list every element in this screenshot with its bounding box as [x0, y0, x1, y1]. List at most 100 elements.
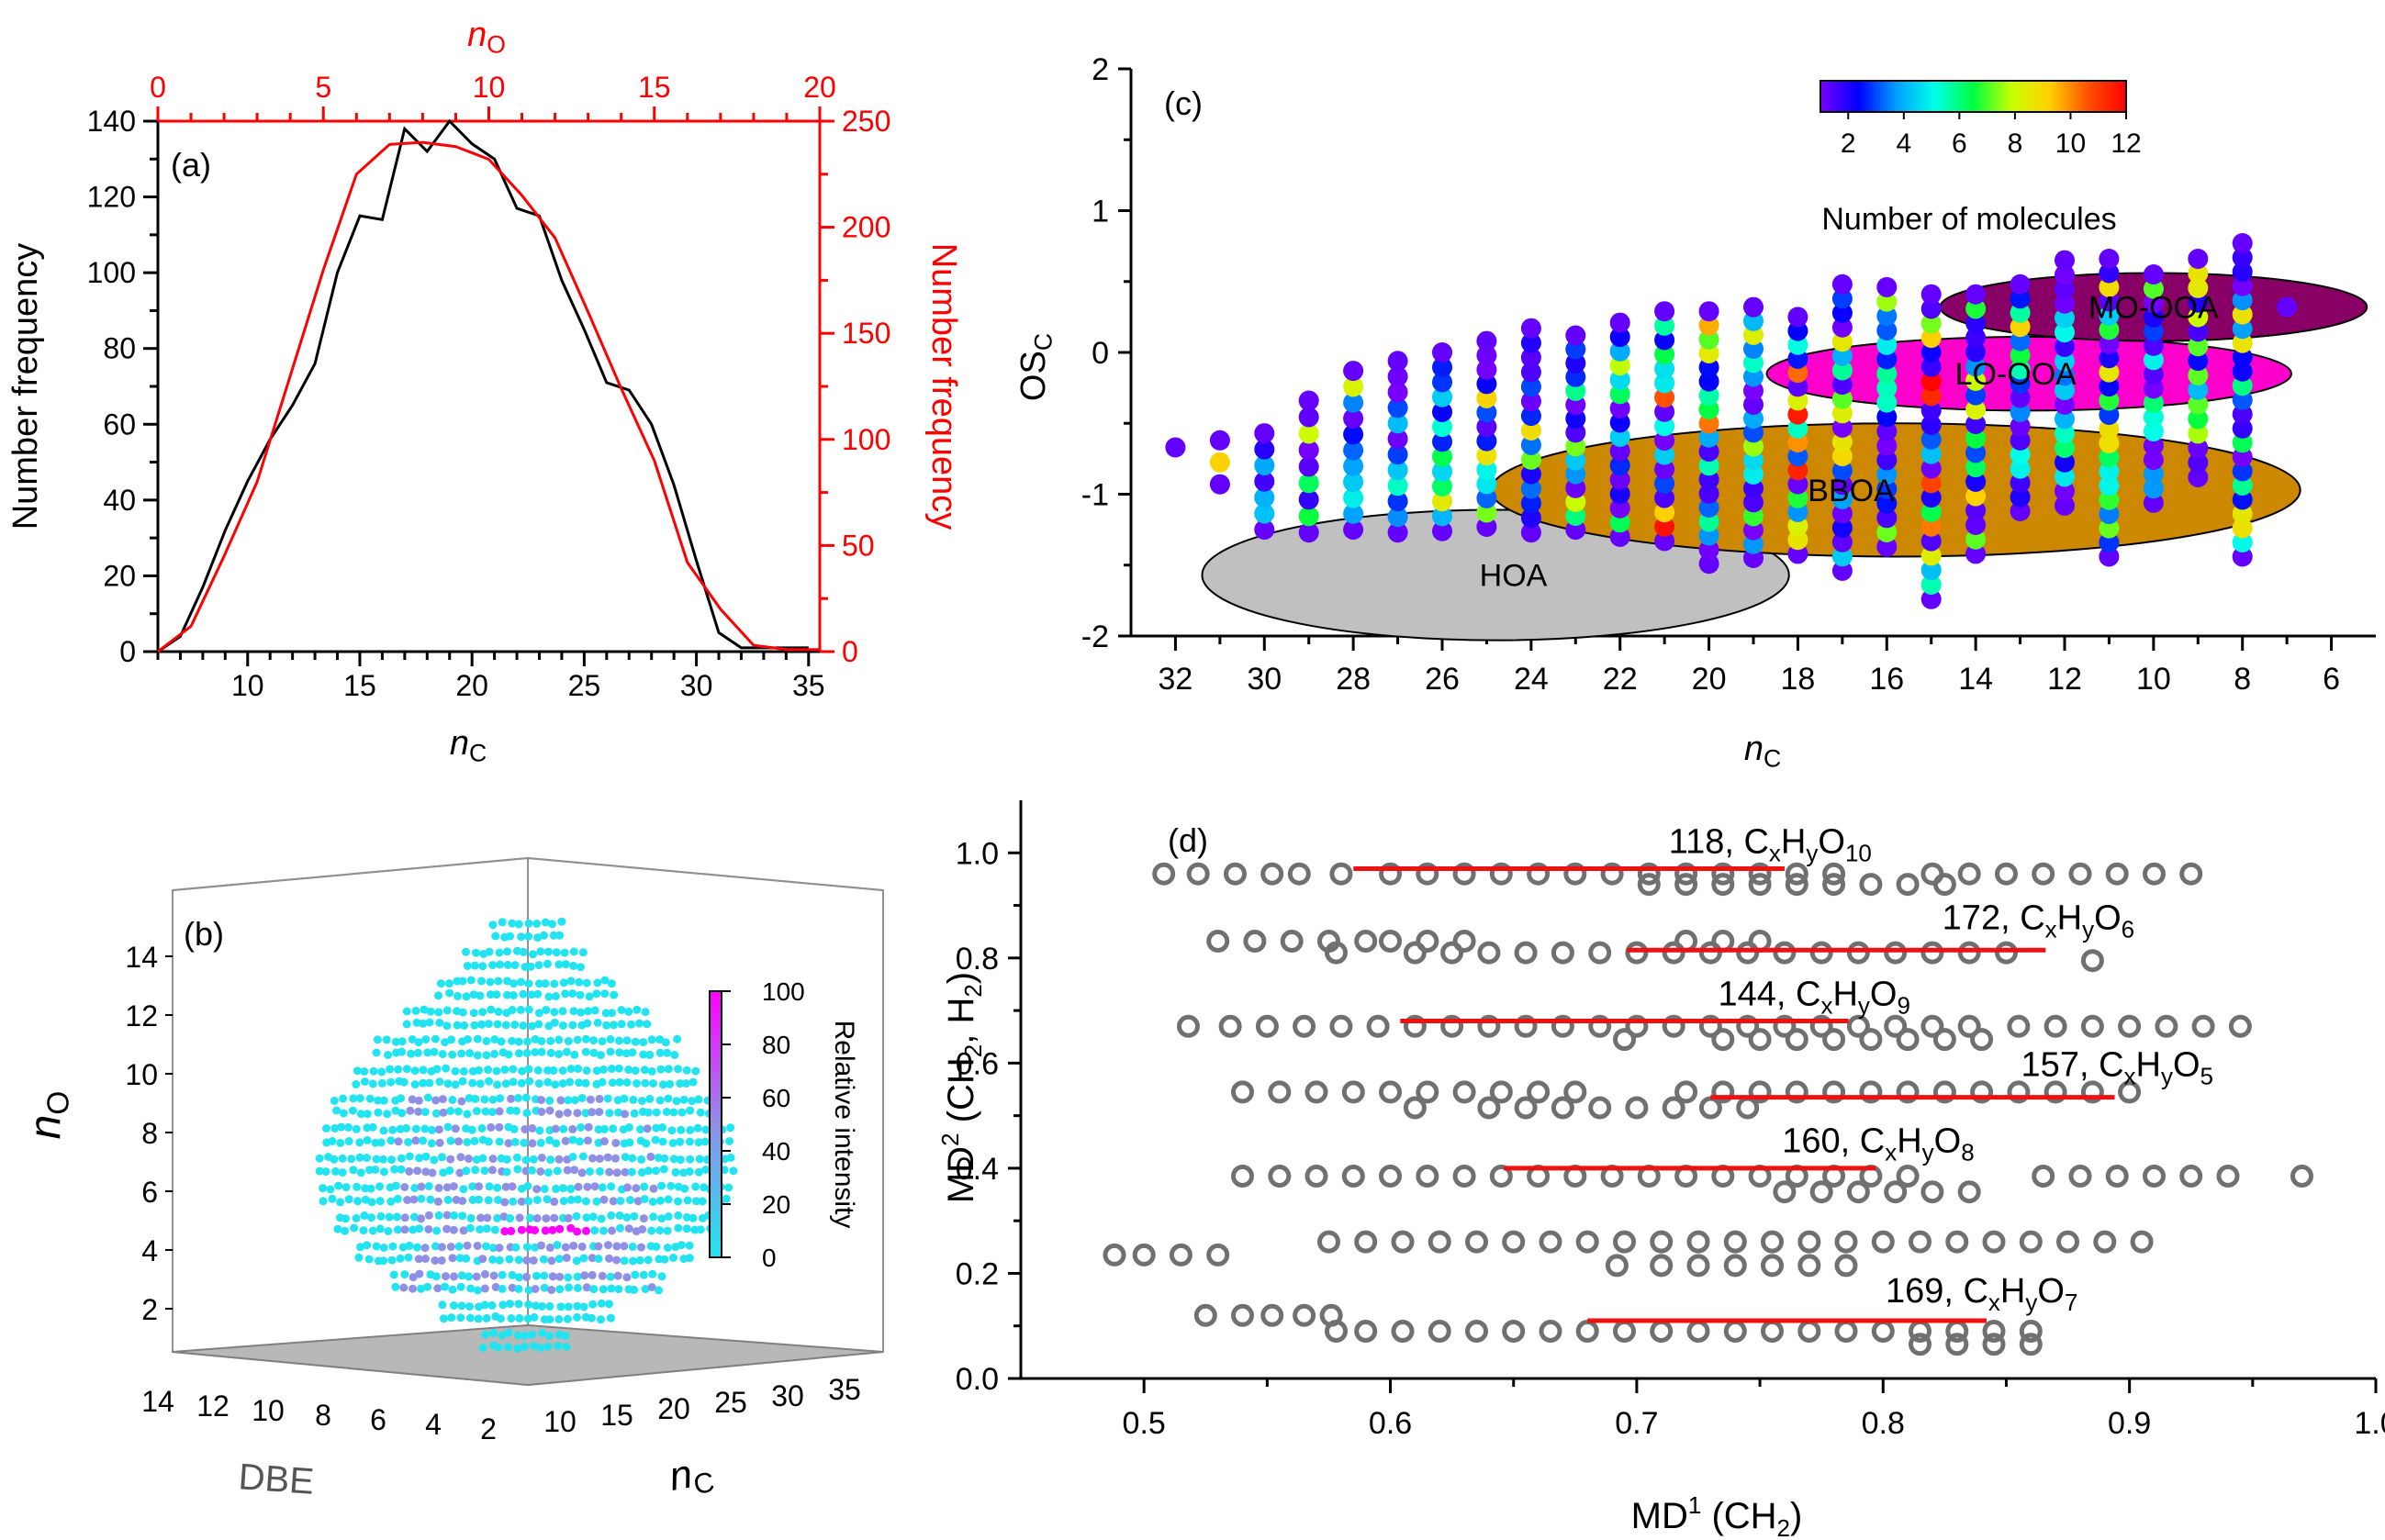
data-point: [473, 1242, 482, 1250]
x-axis-title: MD1 (CH2): [1631, 1491, 1803, 1540]
label-subscript: O: [487, 30, 506, 58]
data-point: [543, 1077, 553, 1087]
data-point: [560, 948, 569, 957]
data-point: [400, 1213, 409, 1222]
data-point: [589, 1048, 599, 1057]
colorbar-tick-label: 40: [762, 1137, 790, 1166]
data-point: [404, 1253, 413, 1262]
data-point: [1876, 421, 1898, 441]
colorbar-tick-label: 12: [2111, 128, 2141, 159]
data-point: [635, 1255, 644, 1265]
data-point: [517, 932, 526, 942]
data-point: [470, 1021, 479, 1030]
data-point: [548, 920, 556, 929]
data-point: [2232, 347, 2253, 368]
data-point: [503, 960, 512, 969]
data-point: [1551, 1014, 1574, 1038]
data-point: [398, 1047, 407, 1056]
data-point: [388, 1242, 398, 1251]
data-point: [605, 1300, 613, 1309]
data-point: [2010, 302, 2031, 323]
data-point: [2010, 345, 2031, 366]
data-point: [2188, 394, 2209, 415]
data-point: [487, 1108, 497, 1117]
data-point: [458, 1197, 467, 1205]
data-point: [1743, 463, 1764, 485]
data-point: [1432, 357, 1452, 378]
data-point: [1432, 431, 1452, 452]
data-point: [1965, 471, 1987, 492]
data-point: [2099, 532, 2120, 552]
data-point: [640, 1195, 649, 1204]
data-point: [624, 1066, 633, 1074]
data-point: [420, 1005, 429, 1014]
data-point: [1293, 1303, 1316, 1327]
data-point: [504, 1139, 513, 1148]
data-point: [1871, 1320, 1895, 1343]
data-point: [1773, 1014, 1797, 1038]
y2-tick-label: 200: [842, 211, 890, 244]
data-point: [356, 1168, 365, 1177]
data-point: [1743, 366, 1764, 387]
data-point: [442, 1183, 452, 1192]
data-point: [599, 1195, 609, 1204]
data-point: [399, 1283, 409, 1292]
data-point: [568, 1153, 577, 1161]
data-point: [371, 1166, 380, 1174]
data-point: [1209, 474, 1230, 495]
data-point: [644, 1166, 653, 1176]
data-point: [679, 1168, 688, 1177]
data-point: [1920, 443, 1942, 464]
data-point: [355, 1094, 364, 1103]
data-point: [456, 1153, 465, 1162]
data-point: [1298, 473, 1319, 494]
x-tick-label: 10: [2136, 662, 2171, 697]
data-point: [554, 1330, 564, 1339]
data-point: [1761, 1254, 1784, 1278]
data-point: [566, 976, 576, 986]
data-point: [420, 1124, 430, 1133]
data-point: [552, 992, 560, 1000]
data-point: [1995, 862, 2018, 886]
data-point: [1920, 473, 1942, 494]
data-point: [664, 1212, 673, 1221]
data-point: [1761, 1230, 1784, 1254]
data-point: [2143, 463, 2164, 485]
data-point: [2188, 336, 2209, 357]
data-point: [523, 1314, 532, 1323]
data-point: [1654, 473, 1675, 494]
data-point: [490, 1049, 499, 1058]
data-point: [682, 1224, 691, 1233]
data-point: [2232, 332, 2253, 353]
data-point: [533, 989, 543, 999]
data-point: [1476, 330, 1497, 352]
data-point: [391, 1037, 400, 1046]
data-point: [666, 1181, 676, 1190]
data-point: [663, 1226, 672, 1235]
data-point: [640, 1066, 649, 1075]
data-point: [433, 1284, 442, 1293]
x-tick-label: 6: [2323, 662, 2340, 697]
data-point: [625, 1138, 634, 1147]
data-point: [1650, 1230, 1674, 1254]
data-point: [413, 1166, 422, 1176]
data-point: [552, 1184, 561, 1193]
data-point: [454, 1242, 464, 1251]
data-point: [1387, 522, 1408, 543]
data-point: [631, 1066, 640, 1075]
dbe-tick-label: 10: [252, 1394, 285, 1427]
data-point: [1575, 1230, 1599, 1254]
data-point: [545, 1301, 554, 1311]
data-point: [382, 1035, 391, 1044]
data-point: [1970, 1028, 1994, 1052]
data-point: [2232, 389, 2253, 410]
data-point: [671, 1167, 680, 1177]
data-point: [1489, 862, 1513, 886]
data-point: [352, 1214, 361, 1222]
data-point: [545, 1135, 554, 1144]
data-point: [1787, 376, 1808, 397]
dbe-tick-label: 6: [370, 1403, 386, 1436]
data-point: [1698, 385, 1719, 406]
data-point: [572, 1211, 581, 1221]
